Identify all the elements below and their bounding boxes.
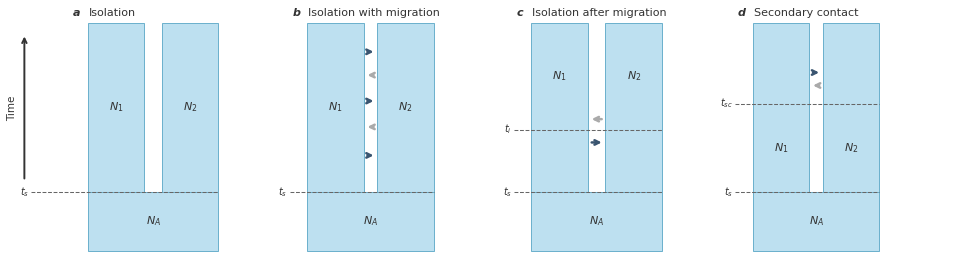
Text: $t_s$: $t_s$ <box>724 185 733 199</box>
Text: $N_A$: $N_A$ <box>808 214 824 228</box>
Text: d: d <box>738 8 746 18</box>
Text: $N_2$: $N_2$ <box>844 141 858 155</box>
Text: b: b <box>292 8 300 18</box>
Text: Isolation: Isolation <box>89 8 136 18</box>
Bar <box>88 23 144 192</box>
Text: $N_1$: $N_1$ <box>109 100 123 114</box>
Bar <box>823 23 879 192</box>
Text: $t_{sc}$: $t_{sc}$ <box>721 97 733 111</box>
Bar <box>377 23 434 192</box>
Text: Secondary contact: Secondary contact <box>754 8 858 18</box>
Text: $t_i$: $t_i$ <box>504 123 512 136</box>
Bar <box>531 23 588 192</box>
Text: $t_s$: $t_s$ <box>20 185 29 199</box>
Text: $t_s$: $t_s$ <box>503 185 512 199</box>
Text: $N_A$: $N_A$ <box>589 214 604 228</box>
Text: c: c <box>517 8 524 18</box>
Bar <box>307 23 364 192</box>
Text: Isolation with migration: Isolation with migration <box>308 8 440 18</box>
Bar <box>531 192 662 251</box>
Text: $N_2$: $N_2$ <box>399 100 412 114</box>
Bar <box>605 23 662 192</box>
Text: $N_1$: $N_1$ <box>553 69 566 83</box>
Text: $N_A$: $N_A$ <box>145 214 161 228</box>
Text: Isolation after migration: Isolation after migration <box>532 8 667 18</box>
Text: $N_1$: $N_1$ <box>774 141 788 155</box>
Bar <box>753 192 879 251</box>
Text: $N_1$: $N_1$ <box>329 100 342 114</box>
Bar <box>88 192 218 251</box>
Bar <box>162 23 218 192</box>
Text: $N_2$: $N_2$ <box>627 69 641 83</box>
Text: Time: Time <box>7 96 17 121</box>
Text: $t_s$: $t_s$ <box>279 185 288 199</box>
Text: a: a <box>73 8 81 18</box>
Text: $N_2$: $N_2$ <box>183 100 197 114</box>
Bar <box>307 192 434 251</box>
Text: $N_A$: $N_A$ <box>363 214 378 228</box>
Bar <box>753 23 809 192</box>
